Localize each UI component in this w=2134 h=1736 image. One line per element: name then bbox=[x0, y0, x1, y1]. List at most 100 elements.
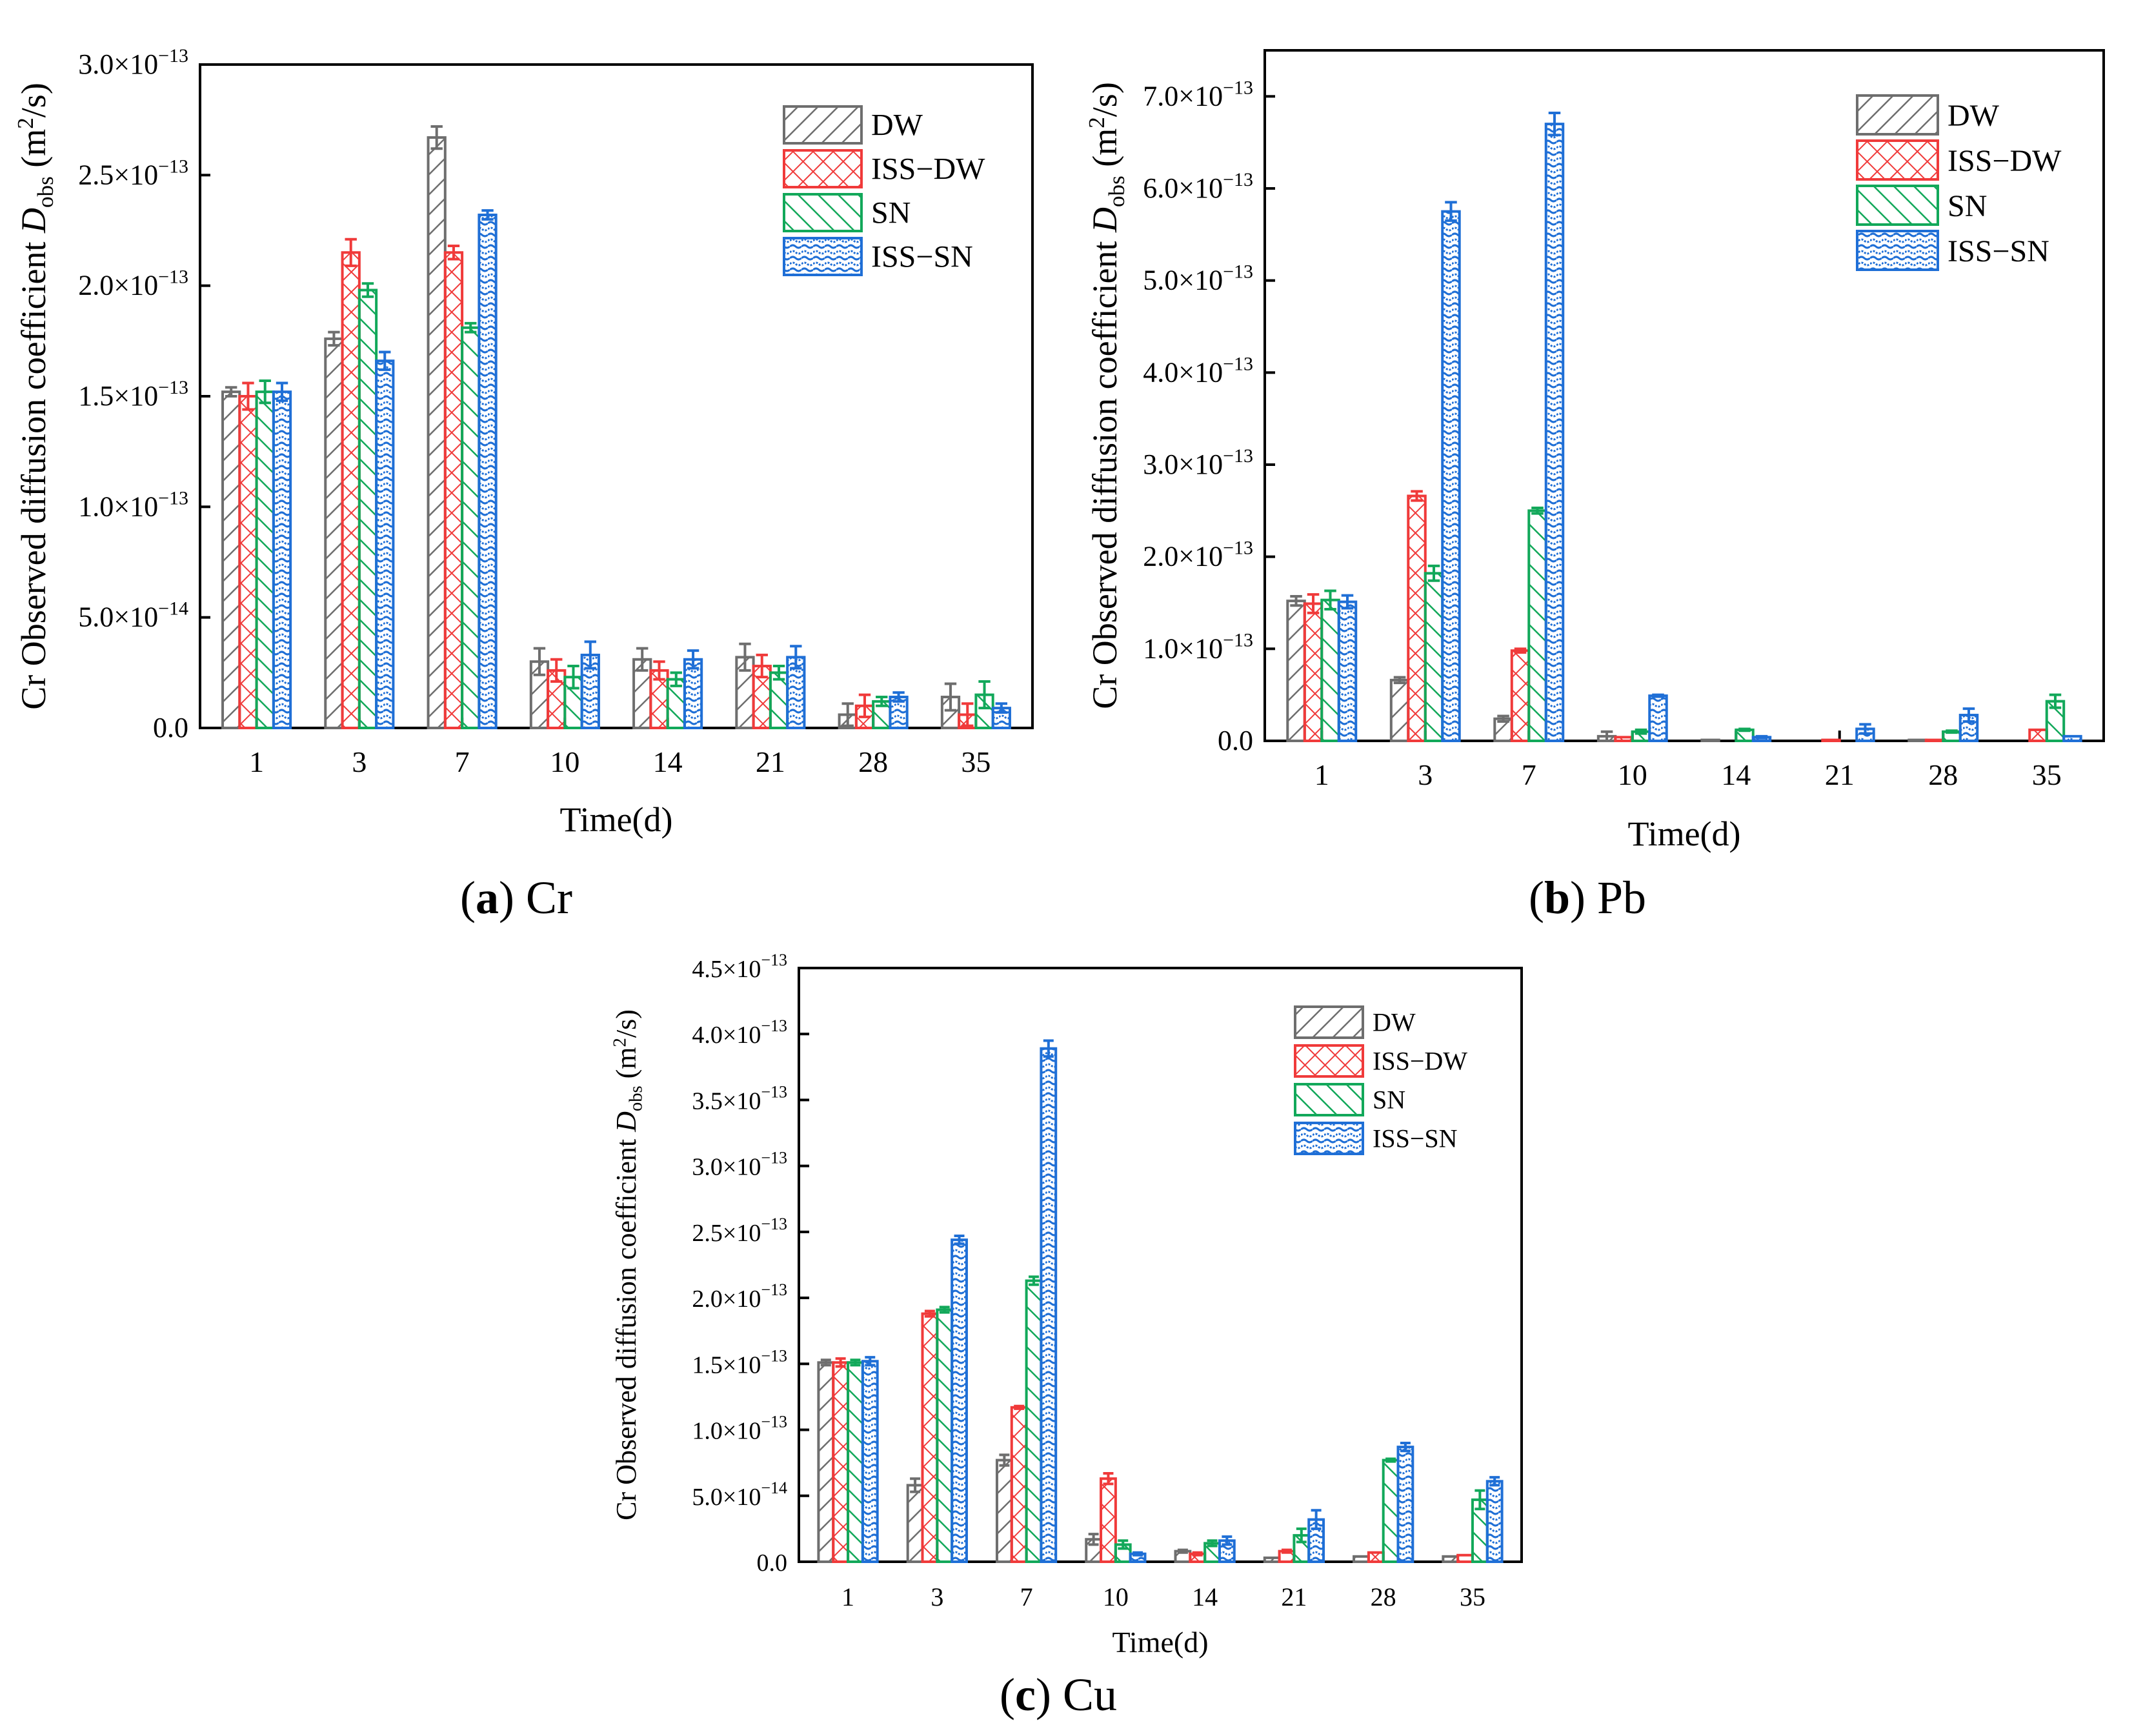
bar bbox=[2028, 728, 2048, 743]
legend-swatch bbox=[783, 105, 863, 145]
y-tick-label: 7.0×10−13 bbox=[1143, 77, 1253, 112]
plot-frame bbox=[798, 967, 1523, 1563]
bar bbox=[1924, 738, 1945, 743]
y-tick-label: 5.0×10−13 bbox=[1143, 261, 1253, 296]
bar bbox=[1367, 1551, 1385, 1564]
legend-swatch bbox=[1856, 94, 1939, 136]
bar bbox=[272, 390, 292, 729]
y-tick-label: 4.0×10−13 bbox=[692, 1016, 787, 1049]
x-tick-label: 28 bbox=[1371, 1582, 1396, 1611]
x-tick-label: 10 bbox=[1618, 758, 1647, 791]
x-tick-label: 1 bbox=[841, 1582, 854, 1611]
bar bbox=[683, 658, 703, 729]
x-tick-label: 21 bbox=[756, 745, 785, 778]
y-tick-label: 5.0×10−14 bbox=[78, 598, 188, 633]
legend-label: ISS−SN bbox=[1948, 234, 2049, 268]
y-tick-label: 1.5×10−13 bbox=[78, 377, 188, 412]
bar bbox=[769, 671, 789, 730]
bar bbox=[1648, 694, 1668, 743]
legend-label: ISS−DW bbox=[1373, 1046, 1467, 1075]
bar bbox=[341, 251, 361, 729]
bar bbox=[1010, 1406, 1028, 1564]
bar bbox=[1527, 509, 1547, 742]
x-tick-label: 3 bbox=[352, 745, 367, 778]
bar bbox=[461, 326, 481, 730]
legend-label: ISS−DW bbox=[871, 152, 985, 186]
legend-label: ISS−SN bbox=[1373, 1124, 1458, 1153]
y-tick-label: 2.0×10−13 bbox=[78, 267, 188, 301]
bar bbox=[817, 1361, 835, 1563]
x-tick-label: 14 bbox=[1192, 1582, 1218, 1611]
y-axis-label: Cr Observed diffusion coefficient Dobs (… bbox=[1084, 82, 1129, 709]
caption-c: (c) Cu bbox=[1000, 1669, 1117, 1721]
bar bbox=[1442, 1555, 1460, 1564]
legend-swatch bbox=[783, 149, 863, 188]
x-axis-label: Time(d) bbox=[1112, 1626, 1208, 1659]
y-axis-label: Cr Observed diffusion coefficient Dobs (… bbox=[610, 1009, 647, 1520]
legend-label: DW bbox=[1948, 99, 2000, 133]
x-tick-label: 35 bbox=[961, 745, 991, 778]
legend-label: DW bbox=[1373, 1007, 1416, 1036]
bar bbox=[1456, 1553, 1474, 1564]
legend-swatch bbox=[783, 237, 863, 276]
bar bbox=[357, 288, 378, 729]
bar bbox=[666, 678, 686, 729]
bar bbox=[936, 1308, 954, 1563]
bar bbox=[1510, 649, 1531, 742]
legend-label: SN bbox=[1373, 1085, 1405, 1114]
panel-c: 0.0 5.0×10−14 1.0×10−13 1.5×10−13 2.0×10−13 2… bbox=[610, 951, 1523, 1659]
x-tick-label: 7 bbox=[1522, 758, 1536, 791]
bar bbox=[832, 1361, 850, 1563]
x-tick-label: 7 bbox=[455, 745, 470, 778]
x-tick-label: 28 bbox=[858, 745, 888, 778]
bar bbox=[861, 1360, 879, 1563]
legend-swatch bbox=[783, 193, 863, 232]
bar bbox=[906, 1484, 924, 1563]
legend-swatch bbox=[1856, 139, 1939, 181]
bar bbox=[1025, 1279, 1043, 1563]
y-tick-label: 3.0×10−13 bbox=[1143, 445, 1253, 480]
bar bbox=[427, 136, 447, 729]
y-tick-label: 0.0 bbox=[153, 712, 188, 743]
y-tick-label: 1.0×10−13 bbox=[692, 1413, 787, 1445]
bar bbox=[1303, 602, 1324, 743]
bar bbox=[1441, 210, 1461, 742]
bar bbox=[1485, 1480, 1504, 1563]
y-tick-label: 2.0×10−13 bbox=[1143, 538, 1253, 572]
x-tick-label: 35 bbox=[1460, 1582, 1485, 1611]
legend-label: ISS−SN bbox=[871, 239, 973, 274]
bar bbox=[478, 214, 498, 730]
bar bbox=[1908, 738, 1928, 743]
legend-swatch bbox=[1294, 1083, 1364, 1116]
bar bbox=[1614, 736, 1634, 743]
y-tick-label: 2.5×10−13 bbox=[78, 156, 188, 190]
bar bbox=[1389, 678, 1410, 742]
y-tick-label: 0.0 bbox=[1218, 725, 1253, 756]
legend-swatch bbox=[1294, 1005, 1364, 1039]
bar bbox=[1320, 598, 1340, 742]
bar bbox=[1382, 1458, 1400, 1564]
x-tick-label: 10 bbox=[1103, 1582, 1129, 1611]
y-tick-label: 3.0×10−13 bbox=[78, 45, 188, 80]
x-tick-label: 21 bbox=[1825, 758, 1855, 791]
legend-label: DW bbox=[871, 108, 923, 142]
bar bbox=[1424, 572, 1444, 742]
x-tick-label: 35 bbox=[2032, 758, 2062, 791]
bar bbox=[375, 359, 395, 729]
bar bbox=[443, 251, 464, 729]
x-tick-label: 1 bbox=[249, 745, 264, 778]
x-tick-label: 21 bbox=[1281, 1582, 1307, 1611]
bar bbox=[995, 1458, 1013, 1564]
y-tick-label: 2.0×10−13 bbox=[692, 1280, 787, 1313]
bar bbox=[1700, 738, 1720, 743]
y-tick-label: 1.0×10−13 bbox=[78, 487, 188, 522]
y-tick-label: 1.0×10−13 bbox=[1143, 629, 1253, 664]
x-axis-label: Time(d) bbox=[1627, 814, 1740, 853]
y-tick-label: 4.5×10−13 bbox=[692, 951, 787, 983]
legend-label: SN bbox=[871, 196, 911, 230]
x-tick-label: 14 bbox=[1721, 758, 1751, 791]
x-axis-label: Time(d) bbox=[559, 800, 672, 839]
y-tick-label: 1.5×10−13 bbox=[692, 1346, 787, 1378]
bar bbox=[221, 390, 241, 729]
